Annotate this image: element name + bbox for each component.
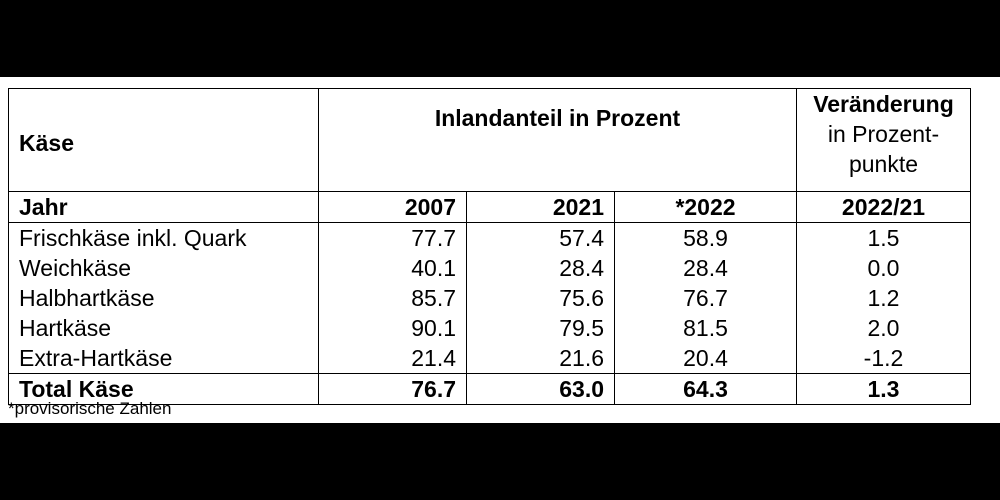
row-2022: 28.4 bbox=[614, 253, 797, 283]
table-row: Frischkäse inkl. Quark 77.7 57.4 58.9 1.… bbox=[8, 222, 971, 253]
total-2021: 63.0 bbox=[466, 373, 615, 405]
table-panel: Käse Inlandanteil in Prozent Veränderung… bbox=[0, 77, 1000, 423]
row-change: 1.5 bbox=[796, 222, 971, 253]
row-2021: 75.6 bbox=[466, 283, 615, 313]
table-row: Weichkäse 40.1 28.4 28.4 0.0 bbox=[8, 253, 971, 283]
subheader-2007: 2007 bbox=[318, 191, 467, 223]
table-row: Hartkäse 90.1 79.5 81.5 2.0 bbox=[8, 313, 971, 343]
row-2021: 28.4 bbox=[466, 253, 615, 283]
total-change: 1.3 bbox=[796, 373, 971, 405]
row-name: Extra-Hartkäse bbox=[8, 343, 319, 374]
row-2022: 58.9 bbox=[614, 222, 797, 253]
row-name: Hartkäse bbox=[8, 313, 319, 343]
row-2022: 76.7 bbox=[614, 283, 797, 313]
header-veraenderung: Veränderung in Prozent- punkte bbox=[796, 88, 971, 192]
header-inlandanteil: Inlandanteil in Prozent bbox=[318, 88, 797, 192]
header-change-line3: punkte bbox=[848, 151, 919, 177]
row-2021: 21.6 bbox=[466, 343, 615, 374]
total-row: Total Käse 76.7 63.0 64.3 1.3 bbox=[8, 373, 971, 405]
row-change: 2.0 bbox=[796, 313, 971, 343]
subheader-row: Jahr 2007 2021 *2022 2022/21 bbox=[8, 191, 971, 223]
subheader-change: 2022/21 bbox=[796, 191, 971, 223]
row-name: Frischkäse inkl. Quark bbox=[8, 222, 319, 253]
row-change: -1.2 bbox=[796, 343, 971, 374]
table-row: Halbhartkäse 85.7 75.6 76.7 1.2 bbox=[8, 283, 971, 313]
row-change: 0.0 bbox=[796, 253, 971, 283]
row-2007: 40.1 bbox=[318, 253, 467, 283]
row-2007: 90.1 bbox=[318, 313, 467, 343]
total-2007: 76.7 bbox=[318, 373, 467, 405]
header-change-line2: in Prozent- bbox=[827, 121, 940, 147]
row-2007: 21.4 bbox=[318, 343, 467, 374]
row-2022: 81.5 bbox=[614, 313, 797, 343]
subheader-2022: *2022 bbox=[614, 191, 797, 223]
total-2022: 64.3 bbox=[614, 373, 797, 405]
row-2022: 20.4 bbox=[614, 343, 797, 374]
table-row: Extra-Hartkäse 21.4 21.6 20.4 -1.2 bbox=[8, 343, 971, 374]
total-name: Total Käse bbox=[8, 373, 319, 405]
row-name: Weichkäse bbox=[8, 253, 319, 283]
subheader-2021: 2021 bbox=[466, 191, 615, 223]
footnote: *provisorische Zahlen bbox=[8, 399, 172, 418]
subheader-jahr: Jahr bbox=[8, 191, 319, 223]
header-change-line1: Veränderung bbox=[813, 91, 954, 117]
row-2007: 77.7 bbox=[318, 222, 467, 253]
cheese-share-table: Käse Inlandanteil in Prozent Veränderung… bbox=[8, 88, 971, 405]
row-2021: 79.5 bbox=[466, 313, 615, 343]
header-kaese: Käse bbox=[8, 88, 319, 192]
row-2021: 57.4 bbox=[466, 222, 615, 253]
row-name: Halbhartkäse bbox=[8, 283, 319, 313]
header-row: Käse Inlandanteil in Prozent Veränderung… bbox=[8, 88, 971, 192]
row-2007: 85.7 bbox=[318, 283, 467, 313]
row-change: 1.2 bbox=[796, 283, 971, 313]
